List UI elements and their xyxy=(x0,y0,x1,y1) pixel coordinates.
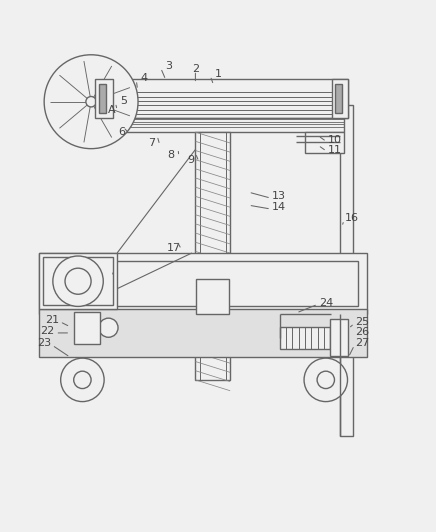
Text: 8: 8 xyxy=(167,149,175,160)
Text: 7: 7 xyxy=(148,138,156,148)
Text: 2: 2 xyxy=(192,64,199,74)
Bar xyxy=(332,79,348,118)
Text: 13: 13 xyxy=(272,192,286,202)
Text: 14: 14 xyxy=(272,202,286,212)
Text: 24: 24 xyxy=(319,297,333,307)
Bar xyxy=(200,132,226,380)
Bar xyxy=(95,79,348,118)
Circle shape xyxy=(99,318,118,337)
Circle shape xyxy=(86,96,96,107)
Text: 23: 23 xyxy=(37,338,51,348)
Bar xyxy=(195,132,230,380)
Circle shape xyxy=(61,358,104,402)
Text: 26: 26 xyxy=(355,327,369,337)
Bar xyxy=(43,257,113,305)
Text: 17: 17 xyxy=(167,243,181,253)
Text: 1: 1 xyxy=(215,69,221,79)
Text: 20: 20 xyxy=(67,287,81,297)
Bar xyxy=(74,312,100,344)
Text: 9: 9 xyxy=(187,155,194,165)
Text: 10: 10 xyxy=(327,135,341,145)
Bar xyxy=(99,85,106,113)
Text: 18: 18 xyxy=(97,264,111,273)
Circle shape xyxy=(317,371,334,388)
Text: 25: 25 xyxy=(355,317,369,327)
Text: 19: 19 xyxy=(67,276,81,286)
Text: 4: 4 xyxy=(140,73,148,83)
Bar xyxy=(330,319,348,356)
Bar xyxy=(335,85,342,113)
Circle shape xyxy=(304,358,347,402)
Bar xyxy=(39,310,367,358)
Text: 6: 6 xyxy=(118,127,125,137)
Bar xyxy=(95,118,344,132)
Bar xyxy=(280,327,330,348)
Text: 11: 11 xyxy=(327,145,341,154)
Bar xyxy=(95,79,113,118)
Circle shape xyxy=(65,268,91,294)
Circle shape xyxy=(44,55,138,148)
Bar xyxy=(48,261,358,306)
Text: A: A xyxy=(108,105,116,115)
Bar xyxy=(39,253,117,310)
Text: 27: 27 xyxy=(355,338,369,348)
Text: 5: 5 xyxy=(120,96,127,106)
Bar xyxy=(305,132,344,153)
Text: 3: 3 xyxy=(165,61,172,71)
Bar xyxy=(39,253,367,314)
Circle shape xyxy=(74,371,91,388)
Bar xyxy=(196,279,229,314)
Text: 16: 16 xyxy=(345,213,359,223)
Text: 21: 21 xyxy=(45,315,59,325)
Text: 22: 22 xyxy=(41,326,55,336)
Circle shape xyxy=(53,256,103,306)
Bar xyxy=(340,105,353,436)
